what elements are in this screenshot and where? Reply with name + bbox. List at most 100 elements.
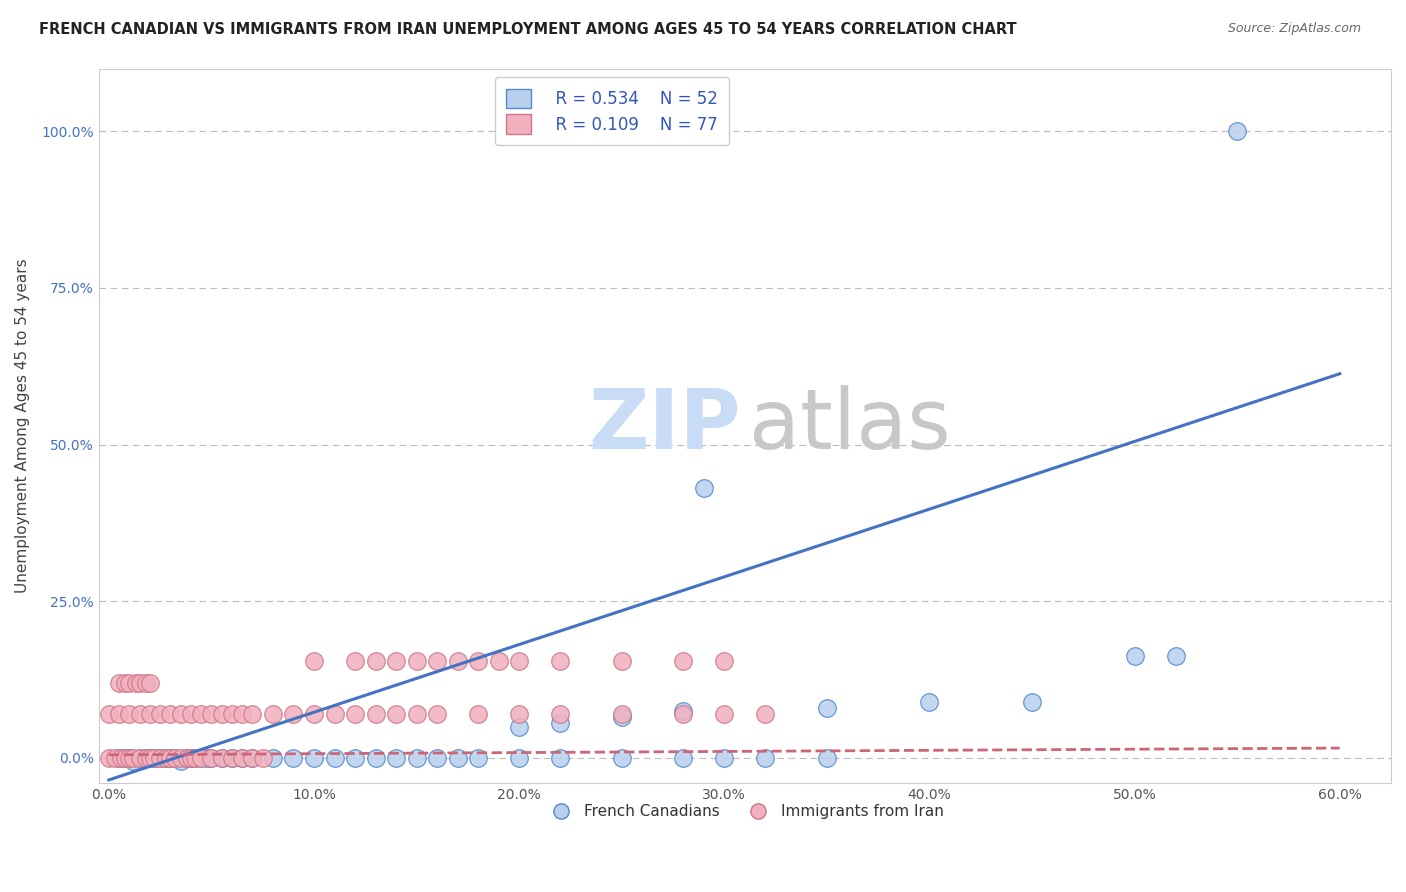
Point: [114, 751, 136, 765]
Point: [118, 751, 141, 765]
Point: [467, 707, 489, 722]
Point: [610, 710, 633, 724]
Point: [149, 751, 172, 765]
Point: [231, 751, 253, 765]
Point: [114, 751, 136, 765]
Point: [344, 707, 367, 722]
Point: [118, 707, 141, 722]
Point: [488, 654, 510, 668]
Point: [446, 751, 468, 765]
Point: [180, 751, 202, 765]
Point: [610, 707, 633, 722]
Point: [180, 707, 202, 722]
Point: [159, 751, 181, 765]
Point: [128, 707, 150, 722]
Point: [364, 654, 387, 668]
Point: [176, 751, 198, 765]
Point: [122, 754, 145, 768]
Point: [155, 751, 177, 765]
Point: [426, 654, 449, 668]
Text: FRENCH CANADIAN VS IMMIGRANTS FROM IRAN UNEMPLOYMENT AMONG AGES 45 TO 54 YEARS C: FRENCH CANADIAN VS IMMIGRANTS FROM IRAN …: [39, 22, 1017, 37]
Point: [323, 707, 346, 722]
Point: [211, 707, 233, 722]
Point: [135, 751, 157, 765]
Point: [231, 751, 253, 765]
Point: [108, 707, 131, 722]
Point: [548, 654, 571, 668]
Point: [139, 751, 162, 765]
Point: [344, 751, 367, 765]
Point: [610, 654, 633, 668]
Point: [508, 707, 530, 722]
Point: [364, 751, 387, 765]
Point: [184, 751, 207, 765]
Point: [467, 654, 489, 668]
Point: [918, 695, 941, 709]
Point: [302, 654, 325, 668]
Point: [195, 751, 218, 765]
Point: [97, 751, 120, 765]
Point: [139, 751, 162, 765]
Point: [211, 751, 233, 765]
Point: [1123, 648, 1146, 663]
Point: [200, 707, 222, 722]
Point: [344, 654, 367, 668]
Point: [405, 654, 427, 668]
Point: [118, 751, 141, 765]
Point: [200, 751, 222, 765]
Point: [190, 751, 212, 765]
Point: [190, 751, 212, 765]
Point: [200, 751, 222, 765]
Text: ZIP: ZIP: [589, 385, 741, 467]
Point: [713, 654, 735, 668]
Point: [242, 707, 264, 722]
Point: [180, 751, 202, 765]
Point: [1226, 124, 1249, 138]
Text: atlas: atlas: [748, 385, 950, 467]
Text: Source: ZipAtlas.com: Source: ZipAtlas.com: [1227, 22, 1361, 36]
Y-axis label: Unemployment Among Ages 45 to 54 years: Unemployment Among Ages 45 to 54 years: [15, 259, 30, 593]
Point: [252, 751, 274, 765]
Point: [139, 707, 162, 722]
Point: [426, 751, 449, 765]
Point: [672, 707, 695, 722]
Point: [104, 751, 127, 765]
Point: [118, 675, 141, 690]
Point: [184, 751, 207, 765]
Point: [190, 707, 212, 722]
Point: [149, 751, 172, 765]
Point: [242, 751, 264, 765]
Point: [97, 707, 120, 722]
Point: [672, 751, 695, 765]
Point: [128, 751, 150, 765]
Point: [713, 751, 735, 765]
Point: [754, 751, 776, 765]
Point: [149, 707, 172, 722]
Point: [693, 482, 716, 496]
Point: [302, 751, 325, 765]
Point: [128, 751, 150, 765]
Point: [426, 707, 449, 722]
Point: [176, 751, 198, 765]
Point: [283, 707, 305, 722]
Point: [508, 751, 530, 765]
Point: [385, 654, 408, 668]
Point: [323, 751, 346, 765]
Point: [143, 751, 166, 765]
Legend: French Canadians, Immigrants from Iran: French Canadians, Immigrants from Iran: [540, 798, 950, 825]
Point: [211, 751, 233, 765]
Point: [135, 751, 157, 765]
Point: [262, 707, 284, 722]
Point: [114, 675, 136, 690]
Point: [108, 675, 131, 690]
Point: [713, 707, 735, 722]
Point: [548, 716, 571, 731]
Point: [405, 751, 427, 765]
Point: [672, 704, 695, 718]
Point: [169, 754, 191, 768]
Point: [242, 751, 264, 765]
Point: [672, 654, 695, 668]
Point: [467, 751, 489, 765]
Point: [159, 707, 181, 722]
Point: [508, 720, 530, 734]
